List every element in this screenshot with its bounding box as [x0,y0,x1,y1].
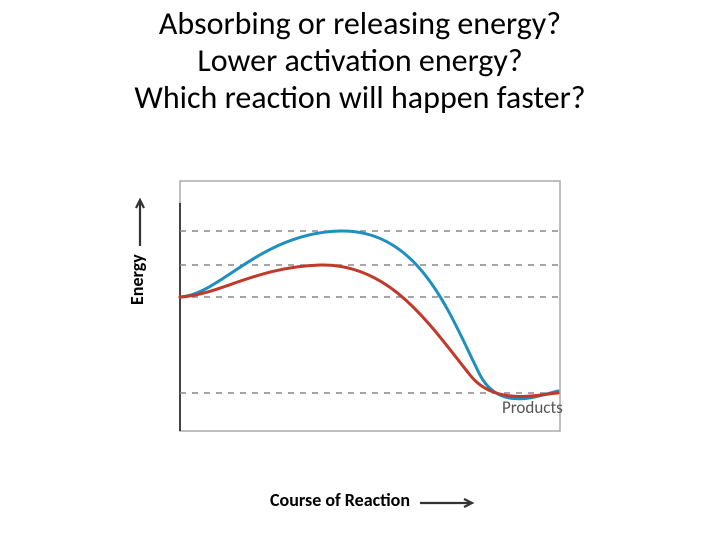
title-line-2: Lower activation energy? [0,43,720,80]
y-axis-label: Energy [126,196,150,305]
energy-diagram: Energy Course of Reaction Products [150,175,630,525]
title-line-1: Absorbing or releasing energy? [0,6,720,43]
x-axis-text: Course of Reaction [270,489,410,511]
title-line-3: Which reaction will happen faster? [0,80,720,117]
x-axis-label: Course of Reaction [270,489,476,513]
chart-svg [150,175,570,515]
arrow-right-icon [128,196,150,246]
arrow-right-icon [420,491,476,513]
products-label: Products [502,397,563,418]
y-axis-text: Energy [126,254,148,305]
title-block: Absorbing or releasing energy? Lower act… [0,0,720,116]
page-root: Absorbing or releasing energy? Lower act… [0,0,720,540]
